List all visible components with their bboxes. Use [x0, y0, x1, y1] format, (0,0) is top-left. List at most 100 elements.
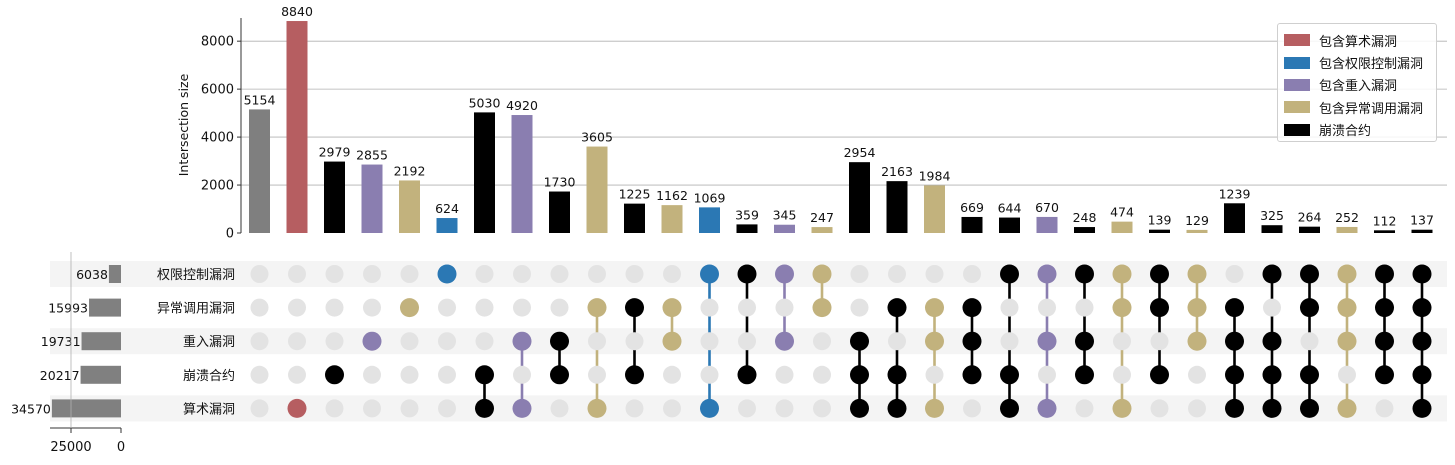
- intersection-bar: [1374, 230, 1395, 233]
- matrix-dot-inactive: [813, 365, 831, 384]
- intersection-bar: [399, 180, 420, 233]
- matrix-dot-active: [550, 365, 569, 385]
- matrix-dot-inactive: [663, 265, 681, 283]
- legend-swatch-reentry: [1284, 78, 1310, 91]
- intersection-bar: [1261, 225, 1283, 233]
- matrix-dot-active: [550, 331, 569, 351]
- matrix-dot-active: [400, 298, 419, 318]
- matrix-dot-inactive: [325, 265, 344, 283]
- legend-label-access: 包含权限控制漏洞: [1319, 57, 1424, 73]
- matrix-dot-inactive: [1113, 365, 1131, 384]
- matrix-dot-active: [1262, 331, 1282, 351]
- matrix-dot-inactive: [475, 332, 494, 351]
- intersection-bar: [1224, 203, 1245, 233]
- matrix-dot-active: [1337, 331, 1357, 351]
- matrix-dot-active: [1075, 331, 1094, 351]
- matrix-dot-active: [850, 365, 869, 385]
- matrix-dot-inactive: [325, 298, 344, 317]
- matrix-dot-active: [287, 398, 307, 418]
- matrix-dot-inactive: [1038, 298, 1056, 317]
- intersection-bar: [811, 227, 833, 233]
- matrix-dot-active: [1375, 331, 1394, 351]
- matrix-dot-active: [1000, 365, 1019, 385]
- matrix-dot-inactive: [438, 298, 456, 317]
- matrix-dot-active: [1037, 398, 1057, 418]
- matrix-dot-active: [887, 365, 907, 385]
- intersection-bar: [1336, 226, 1358, 233]
- matrix-dot-active: [925, 298, 944, 318]
- matrix-dot-active: [1112, 298, 1132, 318]
- bar-value-label: 345: [773, 208, 797, 223]
- matrix-dot-inactive: [1188, 399, 1206, 418]
- set-size-bars: 6038 15993 19731 20217 34570: [11, 265, 121, 418]
- matrix-dot-active: [1225, 331, 1244, 351]
- bar-value-label: 1069: [694, 190, 726, 205]
- bar-value-label: 252: [1335, 210, 1359, 225]
- matrix-dot-inactive: [1300, 332, 1319, 351]
- bar-value-label: 359: [735, 207, 759, 222]
- bar-value-label: 137: [1410, 213, 1434, 228]
- matrix-dot-inactive: [813, 332, 831, 351]
- matrix-dot-inactive: [288, 265, 306, 283]
- y-axis: 0 2000 4000 6000 8000: [201, 18, 242, 242]
- matrix-dot-active: [1412, 365, 1432, 385]
- bar-value-label: 1984: [919, 168, 951, 183]
- intersection-bar: [624, 203, 645, 233]
- matrix-dot-inactive: [775, 365, 794, 384]
- intersection-bar: [1149, 229, 1170, 233]
- matrix-dot-inactive: [700, 365, 719, 384]
- matrix-dot-active: [1187, 298, 1207, 318]
- matrix-dot-active: [1375, 264, 1394, 284]
- matrix-dot-inactive: [550, 298, 569, 317]
- matrix-dot-active: [1187, 331, 1207, 351]
- bar-value-label: 1239: [1219, 186, 1251, 201]
- y-gridlines: [241, 40, 1447, 186]
- intersection-bar: [661, 205, 683, 233]
- matrix-dot-active: [1375, 365, 1394, 385]
- matrix-dot-inactive: [888, 332, 906, 351]
- matrix-dot-inactive: [663, 365, 681, 384]
- bar-value-label: 2979: [319, 145, 351, 160]
- matrix-dot-active: [625, 365, 644, 385]
- matrix-dot-inactive: [963, 265, 981, 283]
- bar-value-label: 1730: [544, 175, 576, 190]
- matrix-dot-active: [1150, 298, 1169, 318]
- matrix-dot-inactive: [625, 332, 644, 351]
- intersection-bar: [886, 181, 908, 233]
- matrix-dot-inactive: [1075, 298, 1094, 317]
- matrix-dot-active: [925, 331, 944, 351]
- matrix-dot-active: [1225, 365, 1244, 385]
- matrix-dot-active: [812, 298, 832, 318]
- matrix-dot-active: [962, 298, 982, 318]
- intersection-bar: [286, 21, 308, 234]
- matrix-dot-active: [737, 264, 757, 284]
- intersection-bar: [324, 161, 345, 233]
- bar-value-label: 624: [435, 201, 459, 216]
- bar-value-label: 2855: [356, 148, 388, 163]
- legend-label-reentry: 包含重入漏洞: [1319, 79, 1398, 95]
- matrix-dot-active: [1075, 365, 1094, 385]
- matrix-dot-inactive: [288, 332, 306, 351]
- matrix-dot-inactive: [850, 298, 869, 317]
- set-size-tick-label: 25000: [50, 440, 91, 455]
- matrix-dot-active: [775, 264, 794, 284]
- bar-value-label: 8840: [281, 4, 313, 19]
- matrix-dot-inactive: [775, 298, 794, 317]
- matrix-dot-inactive: [438, 365, 456, 384]
- set-size-bar: [89, 298, 121, 317]
- matrix-dot-active: [1225, 298, 1244, 318]
- matrix-dot-inactive: [475, 298, 494, 317]
- matrix-dot-inactive: [1150, 332, 1169, 351]
- legend-swatch-access: [1284, 56, 1310, 69]
- matrix-dot-active: [1262, 365, 1282, 385]
- matrix-dot-inactive: [250, 365, 269, 384]
- matrix-dot-inactive: [625, 399, 644, 418]
- intersection-bar: [586, 146, 608, 233]
- matrix-dot-active: [1187, 264, 1207, 284]
- matrix-dot-active: [475, 398, 494, 418]
- matrix-dot-active: [1037, 331, 1057, 351]
- matrix-dot-active: [1112, 264, 1132, 284]
- matrix-dot-active: [362, 331, 382, 351]
- intersection-bar: [1299, 226, 1320, 233]
